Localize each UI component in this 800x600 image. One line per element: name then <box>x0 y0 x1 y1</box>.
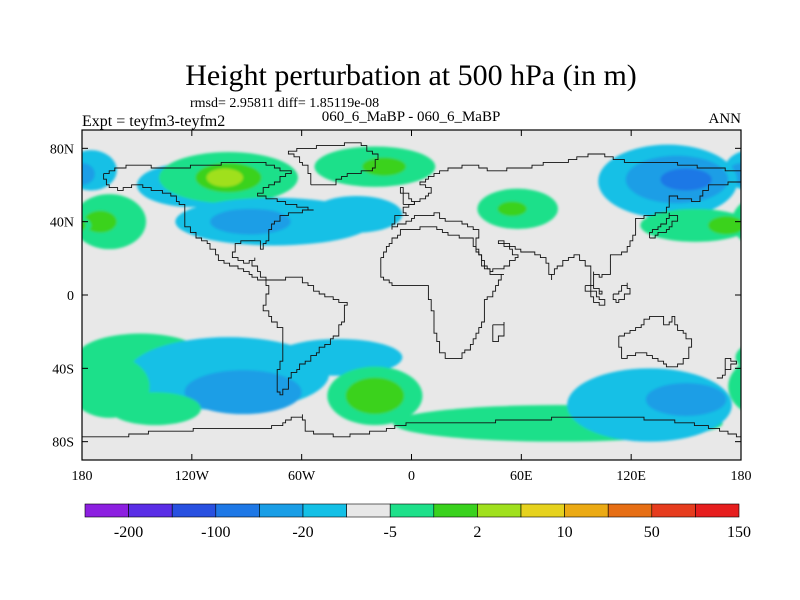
colorbar-swatch <box>651 503 696 518</box>
contour-region-22 <box>184 370 302 415</box>
coastline-madagascar <box>492 322 505 343</box>
coastline-eurasia <box>391 153 741 295</box>
contour-region-25 <box>274 339 403 376</box>
contour-region-17 <box>660 168 712 191</box>
colorbar: -200 -100 -20 -5 2 10 50 150 <box>84 503 751 541</box>
colorbar-swatch <box>346 503 391 518</box>
x-axis: 180 120W 60W 0 60E 120E 180 <box>72 130 752 484</box>
contour-region-10 <box>310 196 403 233</box>
contour-region-18 <box>640 208 741 242</box>
coastline-new-zealand <box>716 357 737 379</box>
coastline-indonesia-2 <box>612 282 631 303</box>
contour-region-14 <box>497 201 527 217</box>
colorbar-swatch <box>607 503 653 518</box>
colorbar-swatch <box>477 503 522 518</box>
x-tick-label: 60W <box>288 469 316 484</box>
contour-region-23-wrap <box>728 363 741 410</box>
coastline-australia <box>618 315 693 368</box>
colorbar-label: 2 <box>473 524 481 541</box>
contour-region-1 <box>82 163 95 185</box>
contour-region-5 <box>206 168 244 187</box>
coastline-greenland <box>287 142 379 186</box>
contour-region-7 <box>362 157 407 176</box>
colorbar-swatch <box>520 503 565 518</box>
x-tick-label: 120W <box>175 469 210 484</box>
right-label: ANN <box>709 111 742 127</box>
coastline-indonesia-1 <box>584 285 606 306</box>
coastline-antarctica <box>82 414 741 438</box>
contour-region-12 <box>83 210 117 233</box>
y-tick-label: 40S <box>52 362 74 377</box>
coastline-north-america <box>103 161 314 281</box>
y-tick-label: 0 <box>67 289 74 304</box>
y-tick-label: 80N <box>50 142 74 157</box>
coastline-britain <box>399 187 415 205</box>
x-tick-label: 180 <box>731 469 752 484</box>
y-tick-label: 80S <box>52 436 74 451</box>
colorbar-swatch <box>695 503 740 518</box>
colorbar-swatch <box>302 503 347 518</box>
chart-subtitle: rmsd= 2.95811 diff= 1.85119e-08 <box>190 96 379 111</box>
colorbar-label: -20 <box>292 524 313 541</box>
coastline-layer <box>82 142 741 438</box>
colorbar-swatch <box>128 503 173 518</box>
contour-region-9 <box>210 208 291 235</box>
contour-region-20-wrap <box>735 347 741 367</box>
contour-region-18-wrap <box>82 216 92 235</box>
colorbar-label: 10 <box>557 524 573 541</box>
colorbar-label: -5 <box>384 524 397 541</box>
colorbar-swatch <box>564 503 609 518</box>
contour-region-27 <box>345 377 405 415</box>
colorbar-label: -200 <box>114 524 143 541</box>
contour-region-11-wrap <box>731 203 741 240</box>
contour-region-24 <box>109 392 201 426</box>
colorbar-swatch <box>171 503 217 518</box>
colorbar-swatch <box>259 503 304 518</box>
contour-region-19-wrap <box>82 219 86 231</box>
x-tick-label: 120E <box>616 469 646 484</box>
colorbar-swatch <box>389 503 435 518</box>
x-tick-label: 60E <box>510 469 533 484</box>
chart-title: Height perturbation at 500 hPa (in m) <box>185 59 637 92</box>
colorbar-swatch <box>215 503 260 518</box>
contour-region-19 <box>708 216 741 235</box>
y-axis: 80N 40N 0 40S 80S <box>50 142 741 451</box>
colorbar-label: 150 <box>727 524 751 541</box>
contour-region-30 <box>645 383 727 416</box>
coastline-south-america <box>262 276 348 396</box>
center-label: 060_6_MaBP - 060_6_MaBP <box>322 109 501 125</box>
coastline-japan <box>649 212 679 239</box>
coastline-africa <box>380 226 504 359</box>
colorbar-label: -100 <box>201 524 230 541</box>
y-tick-label: 40N <box>50 216 74 231</box>
left-label: Expt = teyfm3-teyfm2 <box>82 113 225 130</box>
x-tick-label: 0 <box>408 469 415 484</box>
colorbar-swatch <box>433 503 478 518</box>
colorbar-swatch <box>84 503 129 518</box>
colorbar-label: 50 <box>644 524 660 541</box>
x-tick-label: 180 <box>72 469 93 484</box>
